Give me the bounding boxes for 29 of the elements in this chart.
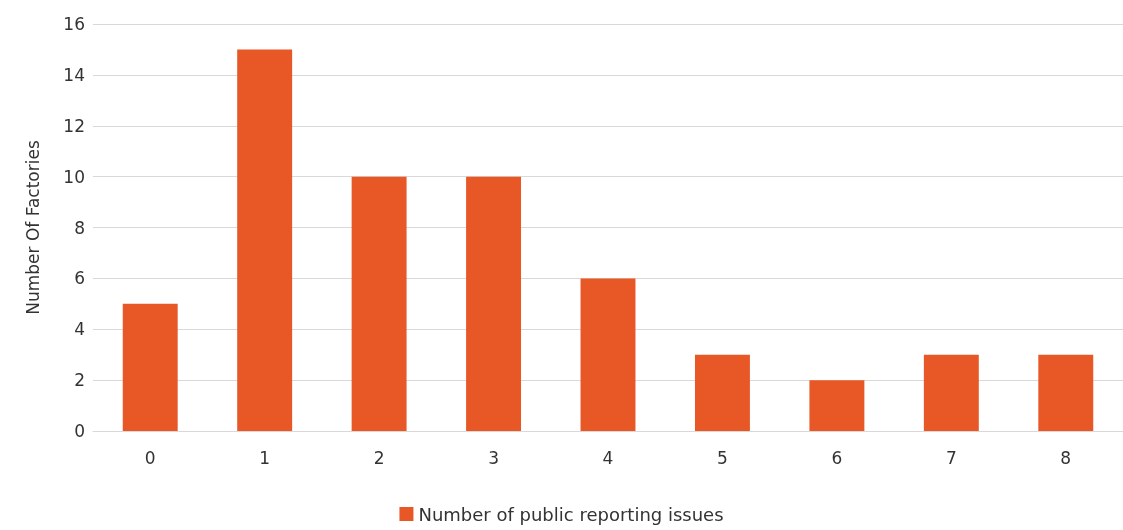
bar [351,176,407,431]
x-tick-label: 7 [945,447,957,468]
bar [122,303,178,431]
x-tick-label: 3 [488,447,499,468]
x-tick-label: 4 [602,447,614,468]
bar [809,380,865,431]
x-tick-label: 0 [144,447,156,468]
bar [237,49,293,431]
y-tick-label: 16 [63,14,85,34]
bar [694,354,750,431]
y-tick-label: 14 [63,64,85,85]
y-axis-title: Number Of Factories [22,140,43,315]
y-tick-label: 12 [63,115,85,136]
y-tick-label: 6 [74,268,85,289]
x-tick-label: 6 [831,447,843,468]
x-tick-label: 8 [1060,447,1072,468]
x-tick-label: 2 [373,447,385,468]
x-tick-label: 1 [259,447,271,468]
bar [466,176,522,431]
y-tick-label: 0 [74,421,85,441]
bar [1038,354,1094,431]
y-tick-label: 8 [74,217,85,238]
x-tick-label: 5 [717,447,728,468]
y-tick-label: 2 [74,370,85,391]
bar [923,354,979,431]
y-tick-label: 10 [63,166,85,187]
bar [580,278,636,431]
legend-label: Number of public reporting issues [418,503,724,525]
y-tick-label: 4 [74,319,85,340]
